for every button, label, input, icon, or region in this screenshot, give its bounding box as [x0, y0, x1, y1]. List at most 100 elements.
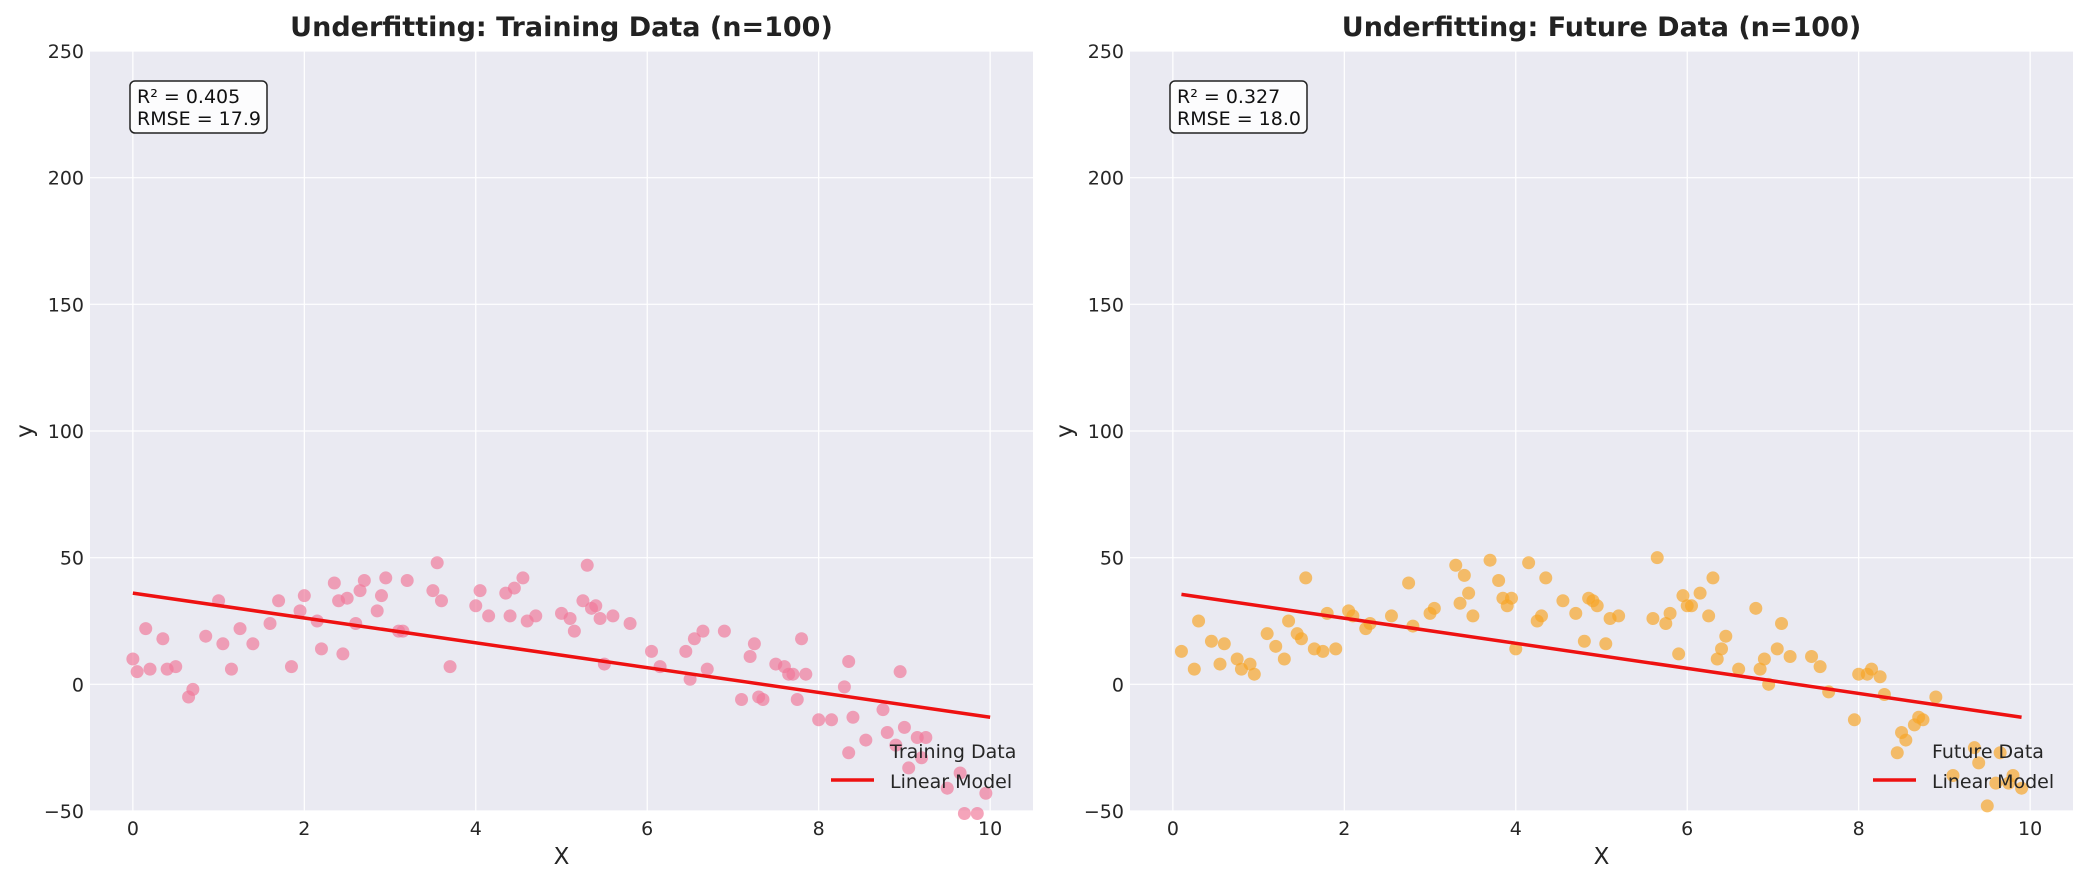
future-x-tick-label: 6 — [1681, 818, 1693, 840]
training-data-point — [567, 624, 581, 638]
future-legend-label-line: Linear Model — [1932, 771, 2054, 793]
future-data-point — [1612, 609, 1626, 623]
training-data-point — [786, 667, 800, 681]
future-data-point — [1813, 660, 1827, 674]
training-model-line-path — [132, 591, 991, 719]
future-data-point — [1599, 637, 1613, 651]
future-legend: Future Data Linear Model — [1873, 741, 2054, 793]
training-rmse-text: RMSE = 17.9 — [137, 108, 261, 130]
future-data-point — [1217, 637, 1231, 651]
training-y-tick-label: 0 — [72, 674, 84, 696]
future-y-tick-label: 100 — [1088, 421, 1124, 443]
future-data-point — [1693, 586, 1707, 600]
future-data-point — [1504, 591, 1518, 605]
training-data-point — [272, 594, 286, 608]
future-y-tick-label: 200 — [1088, 168, 1124, 190]
training-data-point — [233, 622, 247, 636]
future-data-point — [1462, 586, 1476, 600]
training-y-tick-label: 150 — [48, 294, 84, 316]
future-data-point — [1492, 573, 1506, 587]
training-data-point — [953, 766, 967, 780]
training-data-point — [430, 556, 444, 570]
future-data-point — [1453, 596, 1467, 610]
training-data-point — [529, 609, 543, 623]
training-y-tick-label: −50 — [44, 801, 84, 823]
training-data-point — [340, 591, 354, 605]
future-y-tick-labels: −50 0 50 100 150 200 250 — [1084, 41, 1124, 823]
future-data-point — [1847, 713, 1861, 727]
training-data-point — [246, 637, 260, 651]
training-data-point — [846, 710, 860, 724]
future-data-point — [1269, 639, 1283, 653]
future-data-point — [1204, 634, 1218, 648]
future-y-tick-label: 0 — [1112, 674, 1124, 696]
training-data-point — [314, 642, 328, 656]
future-data-point — [1916, 713, 1930, 727]
training-x-tick-label: 8 — [813, 818, 825, 840]
future-data-point — [1967, 741, 1981, 755]
training-data-point — [336, 647, 350, 661]
future-data-point — [1890, 746, 1904, 760]
training-data-point — [263, 617, 277, 631]
training-data-point — [893, 665, 907, 679]
future-rmse-text: RMSE = 18.0 — [1177, 108, 1301, 130]
future-data-point — [1646, 611, 1660, 625]
future-data-point — [1187, 662, 1201, 676]
future-data-point — [1685, 599, 1699, 613]
training-data-point — [747, 637, 761, 651]
future-data-point — [1590, 599, 1604, 613]
future-data-point — [1929, 690, 1943, 704]
training-data-point — [645, 644, 659, 658]
training-linear-model-line — [132, 591, 991, 719]
future-y-tick-label: 250 — [1088, 41, 1124, 63]
future-data-point — [1805, 649, 1819, 663]
future-y-tick-label: 50 — [1100, 548, 1124, 570]
training-data-point — [756, 693, 770, 707]
future-data-point — [1534, 609, 1548, 623]
future-data-point — [1556, 594, 1570, 608]
training-grid — [90, 50, 1033, 812]
future-data-point — [1757, 652, 1771, 666]
future-data-point — [1402, 576, 1416, 590]
training-data-point — [623, 617, 637, 631]
training-x-tick-labels: 0 2 4 6 8 10 — [127, 818, 1002, 840]
training-data-point — [374, 589, 388, 603]
training-data-point — [357, 573, 371, 587]
future-data-point — [1650, 551, 1664, 565]
future-data-point — [1676, 589, 1690, 603]
future-data-point — [1770, 642, 1784, 656]
future-data-point — [1192, 614, 1206, 628]
training-data-point — [199, 629, 213, 643]
future-y-tick-label: 150 — [1088, 294, 1124, 316]
training-data-point — [169, 660, 183, 674]
training-data-point — [139, 622, 153, 636]
future-data-point — [1329, 642, 1343, 656]
training-data-point — [143, 662, 157, 676]
training-data-point — [889, 738, 903, 752]
future-data-point — [1753, 662, 1767, 676]
training-data-point — [915, 751, 929, 765]
training-data-point — [897, 720, 911, 734]
future-data-point — [1427, 601, 1441, 615]
future-data-point — [1702, 609, 1716, 623]
future-data-point — [1899, 733, 1913, 747]
training-data-point — [563, 611, 577, 625]
future-data-point — [1569, 606, 1583, 620]
future-data-point — [1509, 642, 1523, 656]
future-panel: Underfitting: Future Data (n=100) 0 2 4 6 8 1… — [1052, 12, 2073, 870]
training-data-point — [859, 733, 873, 747]
future-data-point — [1457, 568, 1471, 582]
training-x-tick-label: 10 — [978, 818, 1002, 840]
training-data-point — [400, 573, 414, 587]
future-data-point — [1277, 652, 1291, 666]
training-data-point — [353, 584, 367, 598]
future-data-point — [1247, 667, 1261, 681]
future-data-point — [1980, 799, 1994, 813]
training-data-point — [434, 594, 448, 608]
training-data-point — [919, 731, 933, 745]
future-data-point — [1483, 553, 1497, 567]
training-data-point — [795, 632, 809, 646]
training-x-tick-label: 2 — [298, 818, 310, 840]
training-data-point — [186, 682, 200, 696]
future-stats-box-frame — [1169, 80, 1308, 134]
